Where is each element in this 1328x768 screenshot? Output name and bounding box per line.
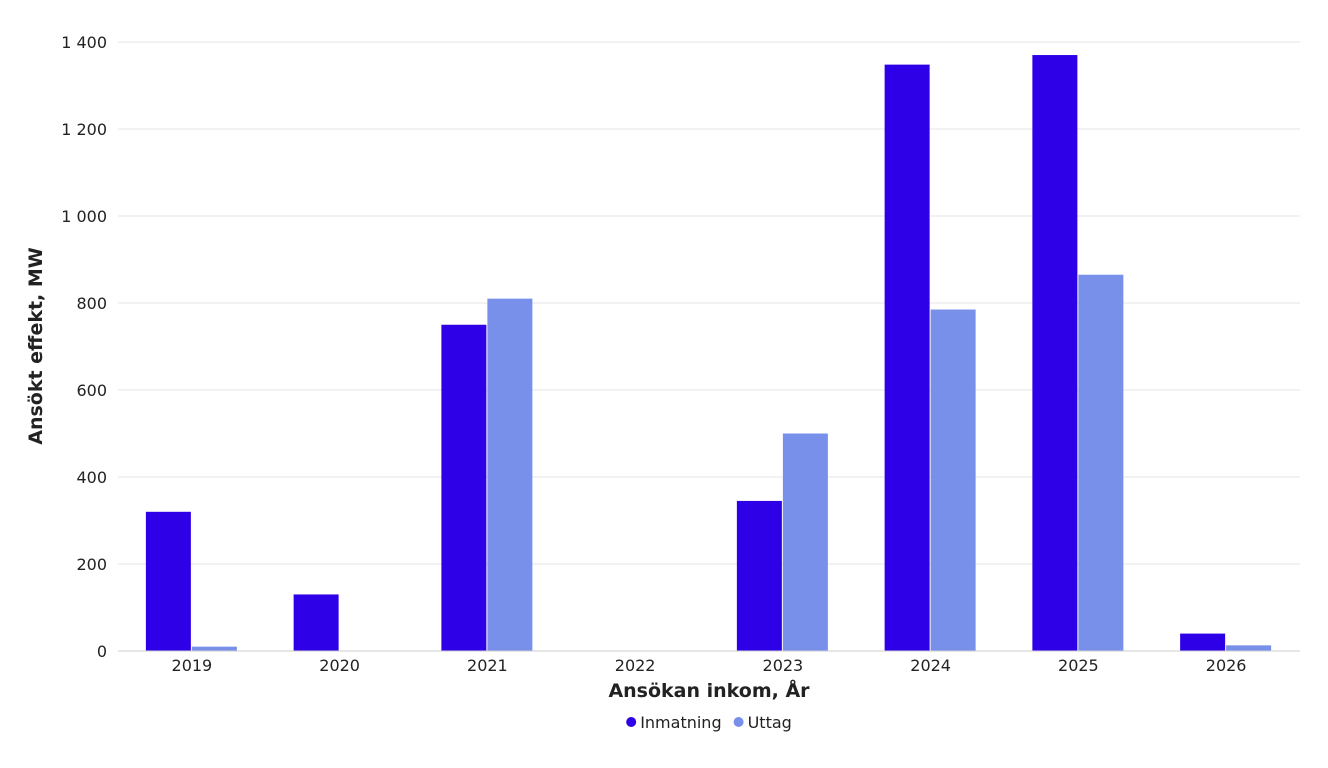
bar-uttag-2019 <box>191 646 237 651</box>
bar-inmatning-2020 <box>293 594 339 651</box>
y-tick-label: 1 200 <box>61 120 107 139</box>
bar-uttag-2026 <box>1226 645 1272 651</box>
y-tick-label: 600 <box>76 381 107 400</box>
legend-marker <box>626 717 637 727</box>
legend-marker <box>733 717 744 727</box>
y-tick-label: 1 000 <box>61 207 107 226</box>
bar-uttag-2023 <box>782 433 828 651</box>
gridlines <box>118 41 1300 565</box>
bar-inmatning-2023 <box>736 500 782 651</box>
y-axis-ticks: 0 200 400 600 800 1 000 1 200 1 400 <box>61 33 107 661</box>
y-tick-label: 1 400 <box>61 33 107 52</box>
y-tick-label: 200 <box>76 555 107 574</box>
x-tick-label: 2022 <box>615 656 656 675</box>
y-tick-label: 400 <box>76 468 107 487</box>
bar-inmatning-2019 <box>145 511 191 651</box>
bar-inmatning-2021 <box>441 324 487 651</box>
x-tick-label: 2020 <box>319 656 360 675</box>
legend-label: Inmatning <box>640 713 721 732</box>
x-tick-label: 2019 <box>172 656 213 675</box>
legend-item-uttag[interactable]: Uttag <box>733 713 792 732</box>
bar-inmatning-2026 <box>1180 633 1226 651</box>
legend-label: Uttag <box>748 713 792 732</box>
y-axis-title: Ansökt effekt, MW <box>25 247 47 445</box>
bar-uttag-2024 <box>930 309 976 651</box>
bar-uttag-2021 <box>487 298 533 651</box>
x-tick-label: 2026 <box>1206 656 1247 675</box>
x-axis-title: Ansökan inkom, År <box>608 678 810 702</box>
legend-item-inmatning[interactable]: Inmatning <box>626 713 722 732</box>
x-tick-label: 2025 <box>1058 656 1099 675</box>
bars <box>145 55 1272 652</box>
bar-uttag-2025 <box>1078 274 1124 651</box>
y-tick-label: 0 <box>97 642 107 661</box>
x-tick-label: 2023 <box>763 656 804 675</box>
y-tick-label: 800 <box>76 294 107 313</box>
x-tick-label: 2021 <box>467 656 508 675</box>
bar-inmatning-2024 <box>884 64 930 652</box>
x-axis-ticks: 2019 2020 2021 2022 2023 2024 2025 2026 <box>172 656 1247 675</box>
legend: Inmatning Uttag <box>626 713 792 732</box>
x-tick-label: 2024 <box>910 656 951 675</box>
bar-inmatning-2025 <box>1032 55 1078 652</box>
